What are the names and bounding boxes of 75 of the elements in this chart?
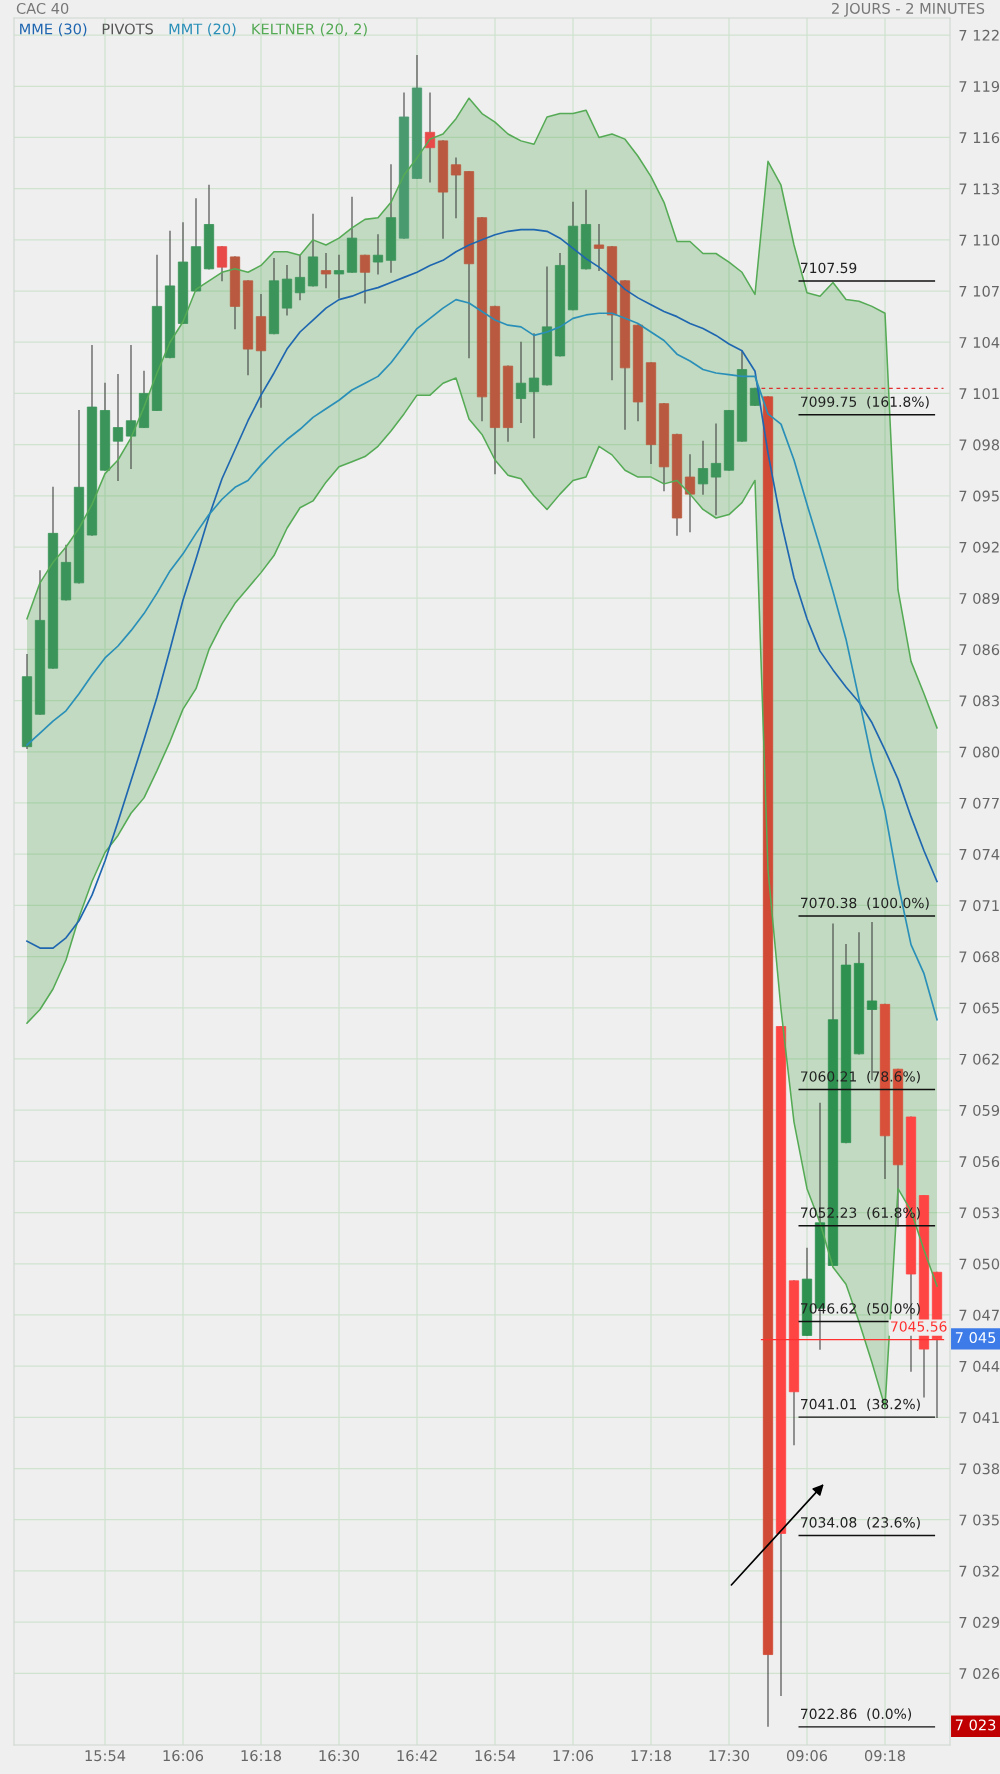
y-tick-label: 7 053 [959,1207,999,1219]
candlestick [216,246,228,282]
y-tick-label: 7 035 [959,1514,999,1526]
ref-line-label: 7034.08 (23.6%) [800,1516,920,1530]
y-tick-label: 7 044 [959,1360,1000,1372]
candlestick [450,157,462,219]
y-tick-label: 7 047 [959,1309,999,1321]
x-tick-label: 09:18 [864,1750,906,1762]
y-tick-label: 7 095 [959,490,999,502]
text: KELTNER (20, 2) [252,23,367,37]
line-series [26,228,938,949]
y-tick-label: 7 077 [959,797,999,809]
y-tick-label: 7 101 [959,388,999,400]
candlestick [372,234,384,275]
candlestick [515,341,527,424]
chart-title: CAC 40 [16,2,69,14]
ref-line-label: 7041.01 (38.2%) [800,1398,920,1411]
ref-line-label: 7107.59 [800,262,857,274]
text: MME (30) [20,23,87,37]
y-tick-label: 7 068 [959,951,1000,963]
x-tick-label: 17:06 [553,1750,594,1762]
y-tick-label: 7 092 [959,541,999,553]
candlestick [710,423,722,516]
y-tick-label: 7 062 [959,1053,999,1065]
candlestick [333,254,345,299]
y-tick-label: 7 074 [959,848,1000,860]
y-tick-label: 7 065 [959,1002,999,1014]
y-tick-label: 7 122 [959,29,999,41]
x-tick-label: 16:30 [319,1750,360,1762]
x-tick-label: 09:06 [786,1750,828,1762]
y-tick-label: 7 089 [959,592,1000,604]
y-tick-label: 7 071 [959,900,999,912]
ref-line-label: 7022.86 (0.0%) [800,1708,912,1721]
y-tick-label: 7 110 [959,234,1000,246]
candlestick [528,333,540,439]
y-tick-label: 7 086 [959,644,1000,656]
candlestick [320,252,332,289]
candlestick [697,440,709,495]
y-tick-label: 7 107 [959,285,999,297]
y-tick-label: 7 116 [959,132,1000,144]
chart-subtitle: 2 JOURS - 2 MINUTES [832,2,985,17]
line-series [26,298,938,1021]
y-tick-label: 7 029 [959,1616,1000,1628]
x-tick-label: 16:06 [163,1750,204,1762]
y-tick-label: 7 050 [959,1258,1000,1270]
candlestick [294,254,306,301]
candlestick [359,254,371,304]
x-tick-label: 17:18 [631,1750,672,1762]
candlestick [593,223,605,272]
y-tick-label: 7 080 [959,746,1000,758]
candlestick [112,374,124,482]
y-tick-label: 7 113 [959,183,999,195]
candlestick [125,345,137,470]
y-tick-label: 7 026 [959,1668,1000,1680]
y-tick-label: 7 038 [959,1463,1000,1475]
ref-line-label: 7045.56 [891,1321,947,1332]
text: MMT (20) [169,23,236,37]
y-tick-label: 7 104 [959,336,1000,348]
x-tick-label: 16:42 [397,1750,437,1762]
candlestick [684,454,696,533]
y-tick-label: 7 056 [959,1156,1000,1168]
line-series [26,97,938,729]
y-tick-label: 7 119 [959,80,1000,93]
y-tick-label: 7 059 [959,1104,1000,1116]
x-tick-label: 16:18 [241,1750,282,1762]
y-tick-label: 7 098 [959,439,1000,451]
x-tick-label: 15:54 [85,1750,126,1762]
x-tick-label: 16:54 [475,1750,516,1762]
y-tick-label: 7 041 [959,1412,999,1424]
text: 7 045 [955,1332,996,1344]
annotation: PIVOTS [102,23,153,35]
text: 7 023 [955,1719,996,1731]
y-tick-label: 7 032 [959,1565,999,1577]
y-tick-label: 7 083 [959,695,999,707]
x-tick-label: 17:30 [709,1750,750,1762]
